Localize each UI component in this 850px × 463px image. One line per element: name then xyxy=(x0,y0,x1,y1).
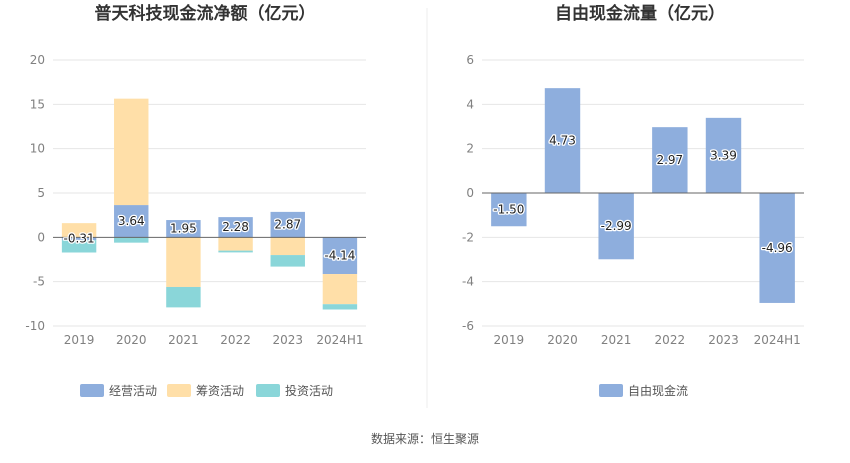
legend-label: 经营活动 xyxy=(109,384,157,398)
bar-筹资活动-2020 xyxy=(114,98,149,206)
y-tick-label: -4 xyxy=(462,275,474,289)
x-tick-label: 2021 xyxy=(601,333,632,347)
bar-经营活动-2024H1 xyxy=(322,237,358,275)
bar-经营活动-2019 xyxy=(61,237,97,241)
data-label: 4.73 xyxy=(549,134,576,148)
bar-自由现金流-2024H1 xyxy=(759,193,795,303)
legend-swatch xyxy=(256,384,280,397)
bar-经营活动-2022 xyxy=(218,217,253,238)
x-tick-label: 2019 xyxy=(494,333,525,347)
x-tick-label: 2020 xyxy=(116,333,147,347)
y-tick-label: -2 xyxy=(462,230,474,244)
bar-投资活动-2020 xyxy=(114,237,149,243)
bar-自由现金流-2023 xyxy=(705,117,742,193)
data-label: 2.28 xyxy=(222,220,249,234)
bar-经营活动-2020 xyxy=(114,205,149,238)
legend-label: 自由现金流 xyxy=(628,383,688,398)
bar-投资活动-2023 xyxy=(270,255,305,267)
bar-自由现金流-2022 xyxy=(652,127,688,193)
y-tick-label: 4 xyxy=(466,97,474,111)
bar-自由现金流-2021 xyxy=(598,193,634,260)
x-tick-label: 2022 xyxy=(655,333,686,347)
chart-title: 自由现金流量（亿元） xyxy=(555,3,725,24)
bar-筹资活动-2023 xyxy=(270,237,305,256)
data-label: -4.96 xyxy=(762,241,793,255)
y-tick-label: 5 xyxy=(37,186,45,200)
y-tick-label: -6 xyxy=(462,319,474,333)
bar-投资活动-2021 xyxy=(166,286,201,308)
source-note: 数据来源：恒生聚源 xyxy=(371,431,479,446)
data-label: 1.95 xyxy=(170,222,197,236)
y-tick-label: -5 xyxy=(33,275,45,289)
x-tick-label: 2023 xyxy=(708,333,739,347)
x-tick-label: 2020 xyxy=(547,333,578,347)
data-label: 2.97 xyxy=(656,153,683,167)
legend-swatch xyxy=(167,384,191,397)
bar-自由现金流-2020 xyxy=(544,88,581,193)
y-tick-label: 20 xyxy=(30,53,45,67)
x-tick-label: 2022 xyxy=(220,333,251,347)
data-label: -0.31 xyxy=(64,232,95,246)
x-tick-label: 2023 xyxy=(272,333,303,347)
free-cash-flow-chart: 自由现金流量（亿元） 6 4 2 0 -2 -4 -6 2019 2020 2021 2022 2023… xyxy=(462,3,804,398)
y-tick-label: 10 xyxy=(30,142,45,156)
data-label: -1.50 xyxy=(493,203,524,217)
y-tick-label: 15 xyxy=(30,97,45,111)
x-tick-label: 2021 xyxy=(168,333,199,347)
data-label: 3.39 xyxy=(710,148,737,162)
legend-label: 投资活动 xyxy=(285,383,333,398)
bar-筹资活动-2019 xyxy=(61,223,97,238)
legend-label: 筹资活动 xyxy=(196,384,244,398)
bar-筹资活动-2022 xyxy=(218,237,253,251)
y-tick-label: 0 xyxy=(466,186,474,200)
data-label: 3.64 xyxy=(118,214,145,228)
x-tick-label: 2024H1 xyxy=(316,333,363,347)
data-label: -2.99 xyxy=(601,219,632,233)
bar-筹资活动-2021 xyxy=(166,237,201,287)
bar-筹资活动-2024H1 xyxy=(322,274,358,305)
bar-投资活动-2022 xyxy=(218,250,253,253)
data-label: -4.14 xyxy=(324,249,355,263)
bar-投资活动-2024H1 xyxy=(322,304,358,310)
cash-flow-net-chart: 普天科技现金流净额（亿元） 20 15 10 5 0 -5 -10 2019 2020 2021 20… xyxy=(25,3,366,398)
y-tick-label: 6 xyxy=(466,53,474,67)
bar-经营活动-2023 xyxy=(270,211,305,238)
bar-经营活动-2021 xyxy=(166,220,201,238)
legend-swatch xyxy=(80,384,104,397)
y-tick-label: 2 xyxy=(466,142,474,156)
bar-投资活动-2019 xyxy=(61,240,97,253)
legend-swatch xyxy=(599,384,623,397)
chart-title: 普天科技现金流净额（亿元） xyxy=(95,3,316,24)
x-tick-label: 2019 xyxy=(64,333,95,347)
data-label: 2.87 xyxy=(274,218,301,232)
y-tick-label: 0 xyxy=(37,230,45,244)
bar-自由现金流-2019 xyxy=(491,193,527,227)
y-tick-label: -10 xyxy=(25,319,45,333)
x-tick-label: 2024H1 xyxy=(754,333,801,347)
